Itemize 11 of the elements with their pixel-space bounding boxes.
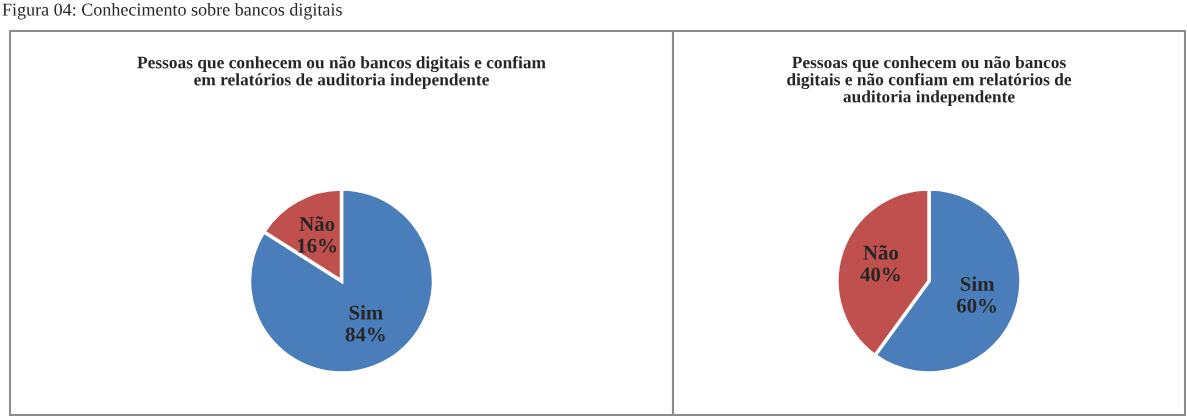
- slice-label: Não: [299, 216, 335, 231]
- chart-title: Pessoas que conhecem ou não bancos digitais e confiam em relatórios de auditoria independente: [137, 56, 546, 90]
- slice-label: Sim: [960, 276, 995, 291]
- slice-label: Não: [863, 244, 899, 260]
- text: Figura 04: Conhecimento sobre bancos digitais: [2, 3, 342, 20]
- data-label: 60%: [957, 298, 996, 313]
- data-label: 84%: [345, 327, 385, 342]
- slice-label: Sim: [349, 305, 383, 320]
- data-label: 16%: [297, 238, 336, 253]
- data-label: 40%: [860, 267, 900, 282]
- chart-title: Pessoas que conhecem ou não bancos digitais e não confiam em relatórios de auditoria independente: [787, 56, 1072, 106]
